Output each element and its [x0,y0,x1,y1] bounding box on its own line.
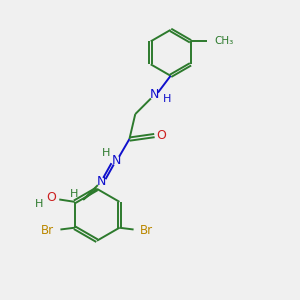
Text: N: N [97,175,106,188]
Text: H: H [102,148,110,158]
Text: H: H [70,189,78,199]
Text: CH₃: CH₃ [214,36,234,46]
Text: H: H [34,199,43,209]
Text: N: N [112,154,121,167]
Text: O: O [156,129,166,142]
Text: Br: Br [140,224,153,237]
Text: O: O [46,191,56,204]
Text: Br: Br [41,224,54,237]
Text: N: N [150,88,159,101]
Text: H: H [163,94,171,104]
